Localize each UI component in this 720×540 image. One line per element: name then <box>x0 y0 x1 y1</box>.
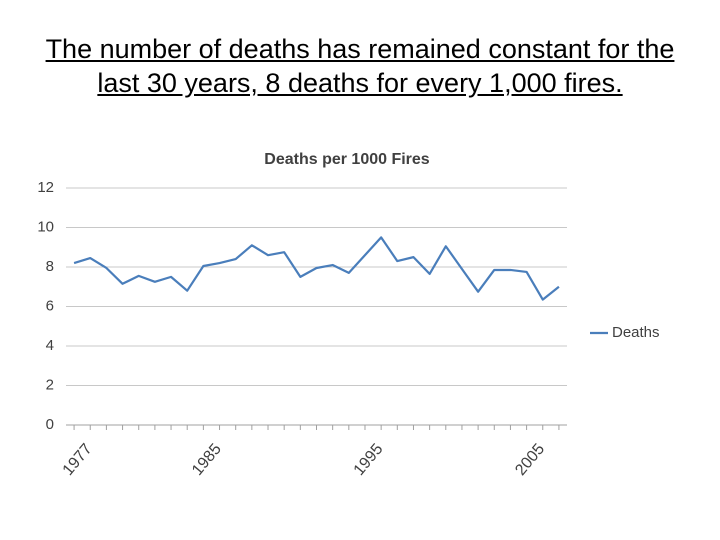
x-tick-label: 1985 <box>189 441 225 479</box>
y-tick-label: 4 <box>46 337 54 354</box>
chart-title: Deaths per 1000 Fires <box>264 151 430 168</box>
x-tick-label: 1977 <box>60 441 96 479</box>
slide-title: The number of deaths has remained consta… <box>45 34 675 98</box>
y-tick-label: 6 <box>46 297 54 314</box>
y-tick-label: 8 <box>46 258 54 275</box>
y-tick-label: 12 <box>37 179 54 196</box>
x-tick-label: 1995 <box>351 441 387 479</box>
y-tick-label: 10 <box>37 218 54 235</box>
x-tick-label: 2005 <box>512 441 548 479</box>
legend-label: Deaths <box>612 324 660 341</box>
y-tick-label: 2 <box>46 376 54 393</box>
data-line <box>73 236 560 301</box>
y-tick-label: 0 <box>46 416 54 433</box>
